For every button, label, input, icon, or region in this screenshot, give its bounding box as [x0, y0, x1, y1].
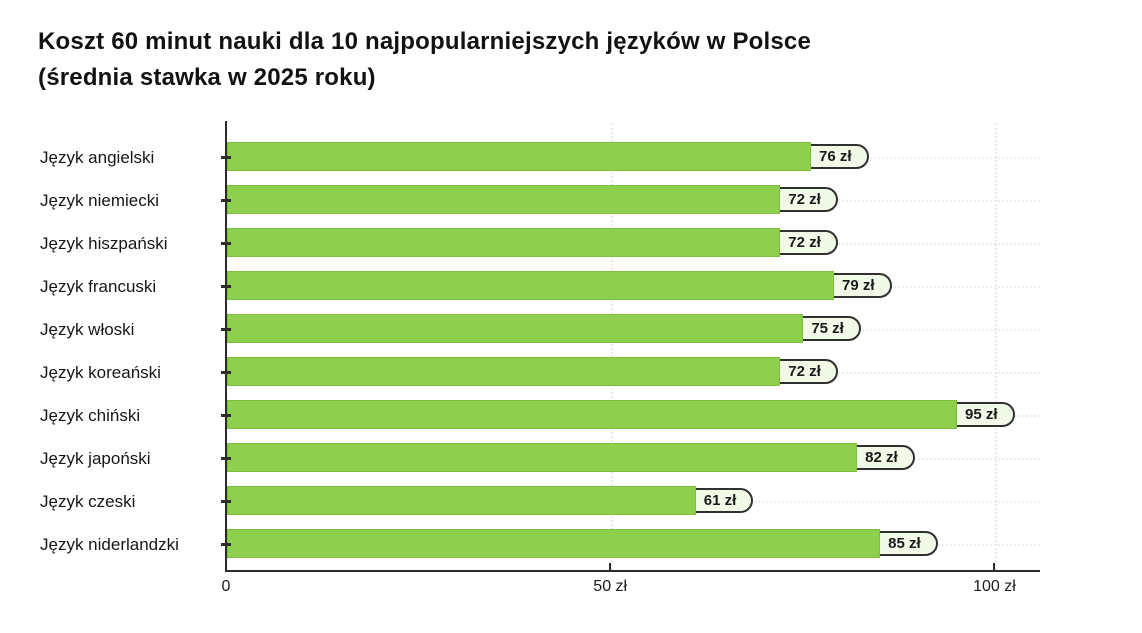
bar-area: 82 zł: [221, 437, 1040, 480]
bar: [227, 443, 858, 472]
bar: [227, 400, 957, 429]
bar-area: 79 zł: [221, 265, 1040, 308]
chart-row: Język niderlandzki 85 zł: [0, 523, 1142, 566]
bar: [227, 357, 781, 386]
bar: [227, 185, 781, 214]
chart-row: Język hiszpański 72 zł: [0, 222, 1142, 265]
vertical-gridline: [995, 123, 998, 570]
chart-row: Język czeski 61 zł: [0, 480, 1142, 523]
chart-title-line2: (średnia stawka w 2025 roku): [38, 64, 376, 91]
category-label: Język japoński: [40, 448, 151, 468]
bar-area: 72 zł: [221, 222, 1040, 265]
chart-row: Język koreański 72 zł: [0, 351, 1142, 394]
bar: [227, 228, 781, 257]
chart-row: Język włoski 75 zł: [0, 308, 1142, 351]
bar: [227, 529, 881, 558]
x-axis-tick-label: 50 zł: [593, 578, 628, 595]
chart-row: Język niemiecki 72 zł: [0, 179, 1142, 222]
chart-title: Koszt 60 minut nauki dla 10 najpopularni…: [38, 24, 1058, 96]
y-axis-line: [225, 121, 227, 570]
x-axis-line: [225, 570, 1040, 572]
chart-row: Język francuski 79 zł: [0, 265, 1142, 308]
category-label: Język włoski: [40, 319, 135, 339]
category-label: Język niemiecki: [40, 190, 160, 210]
bar: [227, 142, 811, 171]
chart-row: Język japoński 82 zł: [0, 437, 1142, 480]
chart-row: Język chiński 95 zł: [0, 394, 1142, 437]
x-axis-tick: [609, 563, 612, 570]
x-axis-tick: [993, 563, 996, 570]
category-label: Język koreański: [40, 362, 161, 382]
bar-area: 61 zł: [221, 480, 1040, 523]
category-label: Język hiszpański: [40, 233, 168, 253]
x-axis-tick-label: 100 zł: [973, 578, 1016, 595]
chart-row: Język angielski 76 zł: [0, 136, 1142, 179]
bar-area: 76 zł: [221, 136, 1040, 179]
bar: [227, 486, 696, 515]
category-label: Język francuski: [40, 276, 157, 296]
category-label: Język angielski: [40, 147, 155, 167]
category-label: Język niderlandzki: [40, 534, 179, 554]
bar-area: 72 zł: [221, 351, 1040, 394]
vertical-gridline: [611, 123, 614, 570]
category-label: Język chiński: [40, 405, 141, 425]
category-label: Język czeski: [40, 491, 136, 511]
bar-area: 95 zł: [221, 394, 1040, 437]
x-axis-tick-label: 0: [221, 578, 231, 595]
bar: [227, 271, 835, 300]
chart-title-line1: Koszt 60 minut nauki dla 10 najpopularni…: [38, 28, 812, 55]
bar: [227, 314, 804, 343]
bar-rows: Język angielski 76 zł Język niemiecki 72 zł…: [0, 123, 1142, 566]
bar-area: 72 zł: [221, 179, 1040, 222]
bar-area: 85 zł: [221, 523, 1040, 566]
bar-area: 75 zł: [221, 308, 1040, 351]
